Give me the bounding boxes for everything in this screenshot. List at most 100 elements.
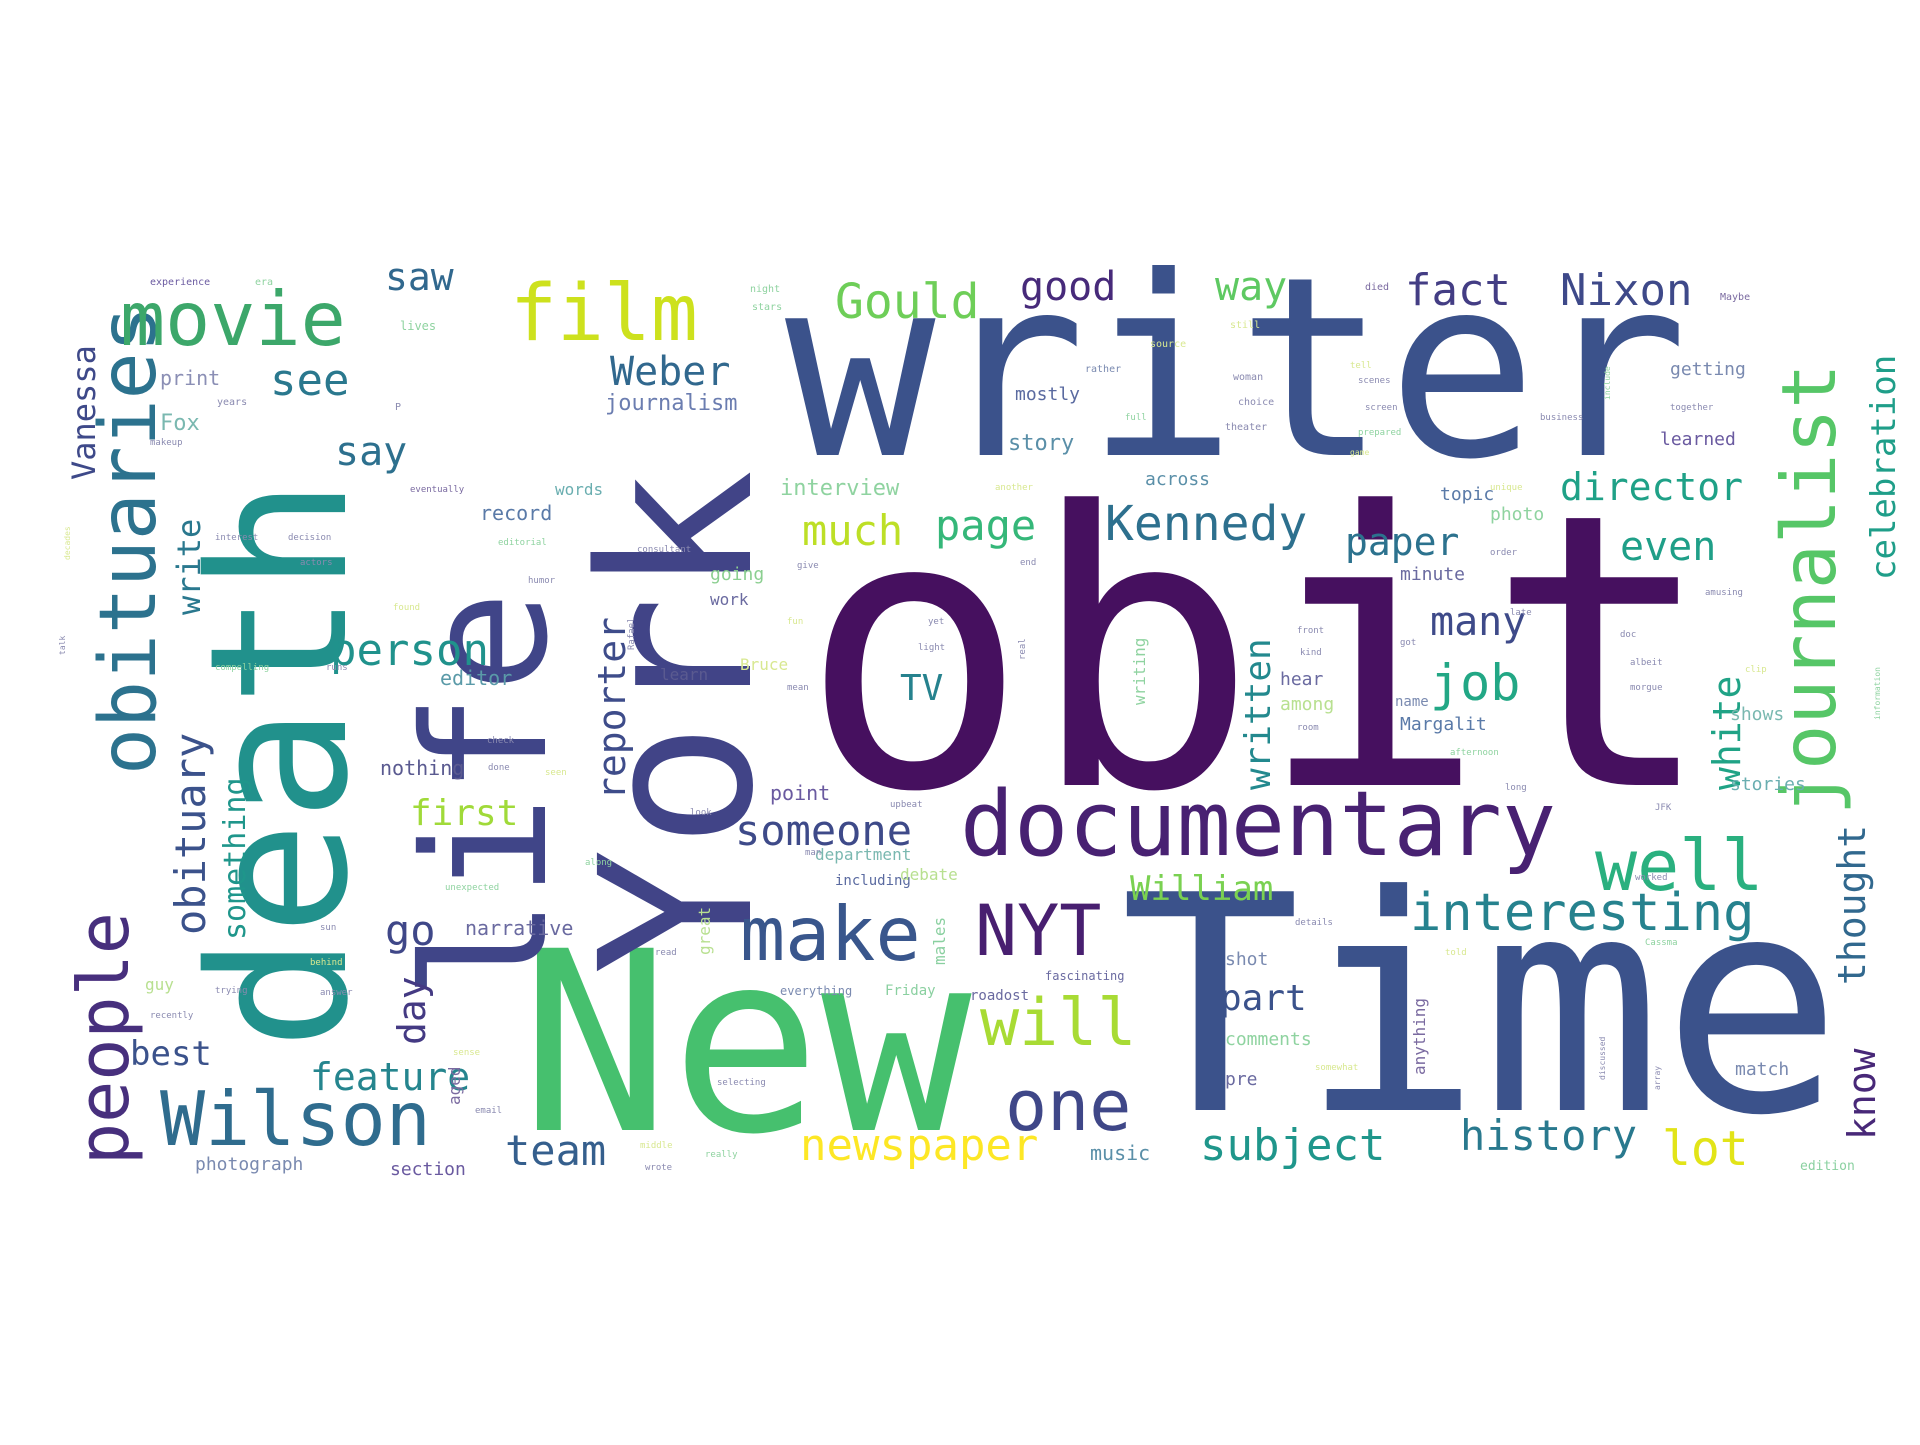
word-small9: Maybe bbox=[1720, 292, 1750, 303]
word-death: death bbox=[169, 478, 390, 1050]
word-obituaries: obituaries bbox=[84, 305, 174, 775]
word-small6: died bbox=[1365, 282, 1389, 293]
word-small32: light bbox=[918, 643, 945, 653]
word-small59: full bbox=[1125, 413, 1147, 423]
word-small1: experience bbox=[150, 277, 210, 288]
word-small58: prepared bbox=[1358, 428, 1401, 438]
word-small22: give bbox=[797, 561, 819, 571]
word-small82: clip bbox=[1745, 665, 1767, 675]
word-small19: decision bbox=[288, 533, 331, 543]
word-small52: wrote bbox=[645, 1163, 672, 1173]
word-small30: compelling bbox=[215, 663, 269, 673]
word-small43: sun bbox=[320, 923, 336, 933]
word-one: one bbox=[1005, 1065, 1131, 1147]
word-small26: found bbox=[393, 603, 420, 613]
word-interview: interview bbox=[780, 476, 900, 501]
word-make: make bbox=[740, 890, 921, 978]
word-minute: minute bbox=[1400, 564, 1465, 585]
word-vanessa: Vanessa bbox=[65, 345, 103, 480]
word-writing: writing bbox=[1130, 638, 1149, 705]
word-small61: order bbox=[1490, 548, 1518, 558]
word-work: work bbox=[710, 590, 749, 609]
word-subject: subject bbox=[1200, 1120, 1385, 1171]
word-record: record bbox=[480, 501, 552, 525]
word-friday: Friday bbox=[885, 983, 936, 999]
word-small35: check bbox=[487, 736, 515, 746]
word-journalism: journalism bbox=[605, 391, 737, 416]
word-small36: done bbox=[488, 763, 510, 773]
word-lot: lot bbox=[1662, 1121, 1749, 1177]
word-small45: trying bbox=[215, 986, 248, 996]
word-weber: Weber bbox=[610, 349, 730, 395]
word-music: music bbox=[1090, 1141, 1150, 1165]
word-small47: answer bbox=[320, 988, 353, 998]
word-go: go bbox=[385, 906, 436, 955]
word-small74: worked bbox=[1635, 873, 1668, 883]
word-match: match bbox=[1735, 1059, 1789, 1080]
word-small14: years bbox=[217, 397, 247, 408]
word-mostly: mostly bbox=[1015, 384, 1080, 405]
word-william: William bbox=[1130, 869, 1273, 909]
word-history: history bbox=[1460, 1111, 1637, 1160]
word-hear: hear bbox=[1280, 669, 1324, 690]
word-small57: together bbox=[1670, 403, 1714, 413]
word-small23: end bbox=[1020, 558, 1036, 568]
word-obituary: obituary bbox=[166, 733, 215, 935]
word-small54: read bbox=[655, 948, 677, 958]
word-small70: room bbox=[1297, 723, 1319, 733]
word-small75: details bbox=[1295, 918, 1333, 928]
word-shot: shot bbox=[1225, 949, 1268, 970]
word-journalist: journalist bbox=[1765, 363, 1853, 815]
word-among: among bbox=[1280, 694, 1334, 715]
word-interesting: interesting bbox=[1410, 883, 1754, 943]
word-small86: tell bbox=[1350, 361, 1372, 371]
word-wilson: Wilson bbox=[160, 1075, 431, 1163]
word-page: page bbox=[935, 501, 1036, 550]
word-small51: middle bbox=[640, 1141, 673, 1151]
word-topic: topic bbox=[1440, 484, 1494, 505]
word-something: something bbox=[218, 777, 253, 940]
word-small53: really bbox=[705, 1150, 738, 1160]
word-thought: thought bbox=[1830, 825, 1874, 985]
word-small18: interest bbox=[215, 533, 258, 543]
word-time: Time bbox=[1120, 832, 1842, 1181]
word-writer: writer bbox=[785, 223, 1688, 514]
word-job: job bbox=[1430, 654, 1520, 712]
word-department: department bbox=[815, 845, 911, 864]
word-small78: somewhat bbox=[1315, 1063, 1358, 1073]
word-small48: sense bbox=[453, 1048, 480, 1058]
word-guy: guy bbox=[145, 975, 174, 994]
word-feature: feature bbox=[310, 1055, 470, 1099]
word-name: name bbox=[1395, 694, 1429, 710]
word-written: written bbox=[1238, 638, 1279, 790]
word-small41: along bbox=[585, 858, 612, 868]
word-documentary: documentary bbox=[960, 772, 1556, 877]
word-small77: told bbox=[1445, 948, 1467, 958]
word-small38: look bbox=[690, 808, 712, 818]
word-fox: Fox bbox=[160, 411, 200, 436]
word-small72: long bbox=[1505, 783, 1527, 793]
word-small28: fun bbox=[787, 617, 803, 627]
word-photo: photo bbox=[1490, 504, 1544, 525]
word-small13: theater bbox=[1225, 422, 1267, 433]
word-saw: saw bbox=[385, 255, 454, 299]
word-narrative: narrative bbox=[465, 916, 573, 940]
word-tv: TV bbox=[900, 668, 943, 709]
word-small56: business bbox=[1540, 413, 1583, 423]
word-way: way bbox=[1215, 264, 1287, 310]
word-small89: game bbox=[1350, 448, 1369, 457]
word-day: day bbox=[390, 976, 434, 1045]
word-paper: paper bbox=[1345, 520, 1459, 564]
word-say: say bbox=[335, 429, 407, 475]
word-obit: obit bbox=[800, 432, 1715, 875]
word-small81: information bbox=[1873, 667, 1882, 720]
word-small4: stars bbox=[752, 302, 782, 313]
word-edition: edition bbox=[1800, 1159, 1855, 1174]
word-small29: yet bbox=[928, 617, 944, 627]
word-reporter: reporter bbox=[590, 617, 634, 800]
word-well: well bbox=[1595, 825, 1764, 907]
word-bruce: Bruce bbox=[740, 655, 788, 674]
word-small64: front bbox=[1297, 626, 1324, 636]
